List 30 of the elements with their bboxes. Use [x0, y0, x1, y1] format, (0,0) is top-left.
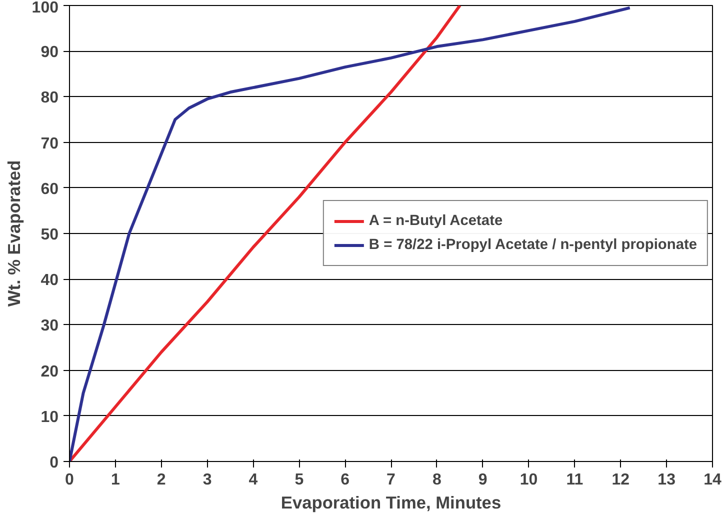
y-tick-label: 20	[40, 363, 59, 380]
x-tick-label: 5	[294, 472, 304, 488]
y-tick-label: 70	[40, 135, 59, 152]
y-tick-label: 80	[40, 90, 59, 107]
y-axis-title: Wt. % Evaporated	[4, 160, 24, 307]
x-tick-label: 9	[478, 472, 488, 488]
y-tick-label: 0	[50, 454, 59, 472]
x-tick-label: 14	[704, 472, 722, 488]
x-tick-label: 11	[566, 472, 584, 488]
y-tick-label: 40	[40, 272, 59, 290]
x-tick-label: 3	[202, 472, 212, 488]
y-tick-label: 100	[32, 0, 59, 16]
x-axis-title: Evaporation Time, Minutes	[280, 492, 502, 512]
x-tick-label: 7	[386, 472, 396, 488]
x-tick-label: 2	[156, 472, 166, 488]
x-tick-label: 1	[110, 472, 120, 488]
legend-label: A = n-Butyl Acetate	[368, 213, 503, 229]
x-tick-label: 12	[612, 472, 630, 488]
x-tick-label: 0	[65, 472, 74, 488]
y-tick-label: 30	[40, 318, 59, 335]
x-tick-label: 13	[658, 472, 676, 488]
x-tick-label: 6	[340, 472, 350, 488]
x-tick-label: 4	[248, 472, 258, 488]
y-tick-label: 60	[40, 180, 59, 198]
x-tick-label: 8	[432, 472, 442, 488]
legend-label: B = 78/22 i-Propyl Acetate / n-pentyl propionate	[368, 237, 697, 253]
y-tick-label: 50	[40, 226, 59, 244]
y-tick-label: 90	[40, 44, 59, 62]
y-tick-label: 10	[40, 408, 59, 426]
x-tick-label: 10	[520, 472, 538, 488]
